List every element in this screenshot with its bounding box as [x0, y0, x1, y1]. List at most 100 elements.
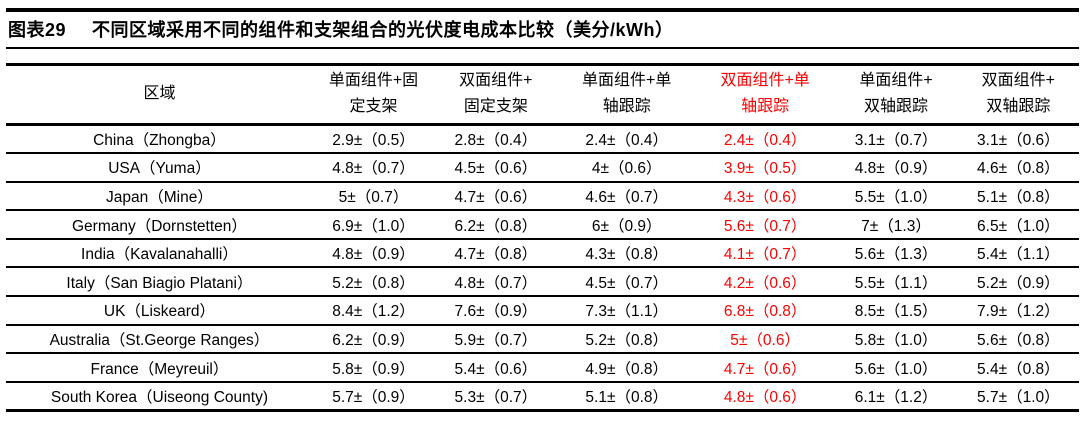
- value-cell: 6.5±（1.0）: [957, 210, 1079, 240]
- table-row: Italy（San Biagio Platani） 5.2±（0.8） 4.8±（0…: [6, 267, 1079, 298]
- header-line1: 双面组件+: [459, 72, 533, 89]
- value-cell: 4±（0.6）: [557, 153, 696, 183]
- table-header-row: 区域 单面组件+固 定支架 双面组件+ 固定支架 单面组件+单 轴跟踪 双面组件+单 轴跟踪单…: [6, 64, 1079, 126]
- region-cell: France（Meyreuil）: [6, 353, 313, 383]
- table-body: China（Zhongba） 2.9±（0.5） 2.8±（0.4） 2.4±（0.4…: [6, 124, 1079, 412]
- value-cell: 8.5±（1.5）: [834, 296, 958, 326]
- header-line2: 固定支架: [463, 98, 528, 115]
- header-cell-combo-6: 双面组件+ 双轴跟踪: [957, 64, 1079, 126]
- value-cell: 5.4±（0.6）: [434, 353, 558, 383]
- value-cell: 5.1±（0.8）: [957, 181, 1079, 212]
- value-cell: 5.6±（0.8）: [957, 324, 1079, 355]
- value-cell: 5.5±（1.1）: [834, 267, 958, 298]
- value-cell: 4.5±（0.6）: [434, 153, 558, 183]
- header-line2: 双轴跟踪: [864, 98, 929, 115]
- value-cell: 5.7±（0.9）: [312, 381, 435, 412]
- header-cell-combo-5: 单面组件+ 双轴跟踪: [834, 64, 958, 126]
- region-cell: South Korea（Uiseong County): [6, 381, 313, 412]
- value-cell: 6.8±（0.8）: [695, 296, 835, 326]
- value-cell: 3.1±（0.7）: [834, 124, 958, 155]
- value-cell: 5.3±（0.7）: [434, 381, 558, 412]
- value-cell: 4.7±（0.6）: [434, 181, 558, 212]
- exhibit-title-bar: 图表29 不同区域采用不同的组件和支架组合的光伏度电成本比较（美分/kWh）: [6, 8, 1079, 49]
- value-cell: 5.1±（0.8）: [557, 381, 696, 412]
- value-cell: 4.1±（0.7）: [695, 238, 835, 269]
- table-row: South Korea（Uiseong County) 5.7±（0.9） 5.3±…: [6, 381, 1079, 412]
- value-cell: 8.4±（1.2）: [312, 296, 435, 326]
- value-cell: 7±（1.3）: [834, 210, 958, 240]
- table-row: Japan（Mine） 5±（0.7） 4.7±（0.6） 4.6±（0.7） 4.3±…: [6, 181, 1079, 212]
- value-cell: 4.8±（0.7）: [312, 153, 435, 183]
- header-cell-combo-4: 双面组件+单 轴跟踪: [695, 64, 835, 126]
- value-cell: 5±（0.6）: [695, 324, 835, 355]
- value-cell: 7.3±（1.1）: [557, 296, 696, 326]
- value-cell: 5.9±（0.7）: [434, 324, 558, 355]
- value-cell: 5.7±（1.0）: [957, 381, 1079, 412]
- value-cell: 4.8±（0.9）: [312, 238, 435, 269]
- table-row: Australia（St.George Ranges） 6.2±（0.9） 5.9±…: [6, 324, 1079, 355]
- region-cell: India（Kavalanahalli）: [6, 238, 313, 269]
- value-cell: 2.4±（0.4）: [695, 124, 835, 155]
- value-cell: 5.8±（1.0）: [834, 324, 958, 355]
- value-cell: 6.2±（0.9）: [312, 324, 435, 355]
- region-cell: USA（Yuma）: [6, 153, 313, 183]
- value-cell: 6.9±（1.0）: [312, 210, 435, 240]
- table-row: France（Meyreuil） 5.8±（0.9） 5.4±（0.6） 4.9±（0…: [6, 353, 1079, 383]
- exhibit-number: 图表29: [8, 20, 67, 40]
- value-cell: 6±（0.9）: [557, 210, 696, 240]
- value-cell: 4.5±（0.7）: [557, 267, 696, 298]
- region-cell: Japan（Mine）: [6, 181, 313, 212]
- value-cell: 5.6±（1.0）: [834, 353, 958, 383]
- table-row: China（Zhongba） 2.9±（0.5） 2.8±（0.4） 2.4±（0.4…: [6, 124, 1079, 155]
- value-cell: 5.6±（0.7）: [695, 210, 835, 240]
- header-line1: 双面组件+: [981, 72, 1056, 89]
- value-cell: 4.8±（0.7）: [434, 267, 558, 298]
- value-cell: 5.8±（0.9）: [312, 353, 435, 383]
- value-cell: 7.6±（0.9）: [434, 296, 558, 326]
- header-cell-region: 区域: [6, 64, 313, 126]
- value-cell: 5.2±（0.8）: [312, 267, 435, 298]
- value-cell: 4.3±（0.6）: [695, 181, 835, 212]
- table-row: USA（Yuma） 4.8±（0.7） 4.5±（0.6） 4±（0.6） 3.9±（0…: [6, 153, 1079, 183]
- table-row: India（Kavalanahalli） 4.8±（0.9） 4.7±（0.8） 4.…: [6, 238, 1079, 269]
- region-cell: Australia（St.George Ranges）: [6, 324, 313, 355]
- lcoe-table-wrapper: 区域 单面组件+固 定支架 双面组件+ 固定支架 单面组件+单 轴跟踪 双面组件+单 轴跟踪单…: [6, 63, 1079, 412]
- header-line2: 轴跟踪: [602, 98, 651, 115]
- header-line2: 双轴跟踪: [986, 98, 1051, 115]
- table-row: UK（Liskeard） 8.4±（1.2） 7.6±（0.9） 7.3±（1.1） 6…: [6, 296, 1079, 326]
- header-line1: 单面组件+: [859, 72, 933, 89]
- header-line2: 定支架: [349, 98, 398, 115]
- header-line1: 单面组件+固: [328, 72, 419, 89]
- value-cell: 5.2±（0.9）: [957, 267, 1079, 298]
- value-cell: 4.3±（0.8）: [557, 238, 696, 269]
- value-cell: 2.8±（0.4）: [434, 124, 558, 155]
- value-cell: 5.2±（0.8）: [557, 324, 696, 355]
- value-cell: 5.5±（1.0）: [834, 181, 958, 212]
- value-cell: 4.9±（0.8）: [557, 353, 696, 383]
- value-cell: 5±（0.7）: [312, 181, 435, 212]
- value-cell: 4.7±（0.6）: [695, 353, 835, 383]
- value-cell: 5.4±（1.1）: [957, 238, 1079, 269]
- header-cell-combo-1: 单面组件+固 定支架: [312, 64, 435, 126]
- region-cell: China（Zhongba）: [6, 124, 313, 155]
- header-cell-combo-2: 双面组件+ 固定支架: [434, 64, 558, 126]
- value-cell: 2.4±（0.4）: [557, 124, 696, 155]
- value-cell: 5.4±（0.8）: [957, 353, 1079, 383]
- value-cell: 5.6±（1.3）: [834, 238, 958, 269]
- header-line1: 单面组件+单: [582, 72, 672, 89]
- value-cell: 4.2±（0.6）: [695, 267, 835, 298]
- header-line1: 双面组件+单: [720, 72, 810, 89]
- header-line2: 轴跟踪: [741, 98, 790, 115]
- value-cell: 4.8±（0.9）: [834, 153, 958, 183]
- table-row: Germany（Dornstetten） 6.9±（1.0） 6.2±（0.8） 6±…: [6, 210, 1079, 240]
- value-cell: 2.9±（0.5）: [312, 124, 435, 155]
- region-cell: UK（Liskeard）: [6, 296, 313, 326]
- value-cell: 6.1±（1.2）: [834, 381, 958, 412]
- value-cell: 4.7±（0.8）: [434, 238, 558, 269]
- exhibit-title: 不同区域采用不同的组件和支架组合的光伏度电成本比较（美分/kWh）: [92, 20, 674, 40]
- header-cell-combo-3: 单面组件+单 轴跟踪: [557, 64, 696, 126]
- value-cell: 4.6±（0.7）: [557, 181, 696, 212]
- value-cell: 6.2±（0.8）: [434, 210, 558, 240]
- value-cell: 7.9±（1.2）: [957, 296, 1079, 326]
